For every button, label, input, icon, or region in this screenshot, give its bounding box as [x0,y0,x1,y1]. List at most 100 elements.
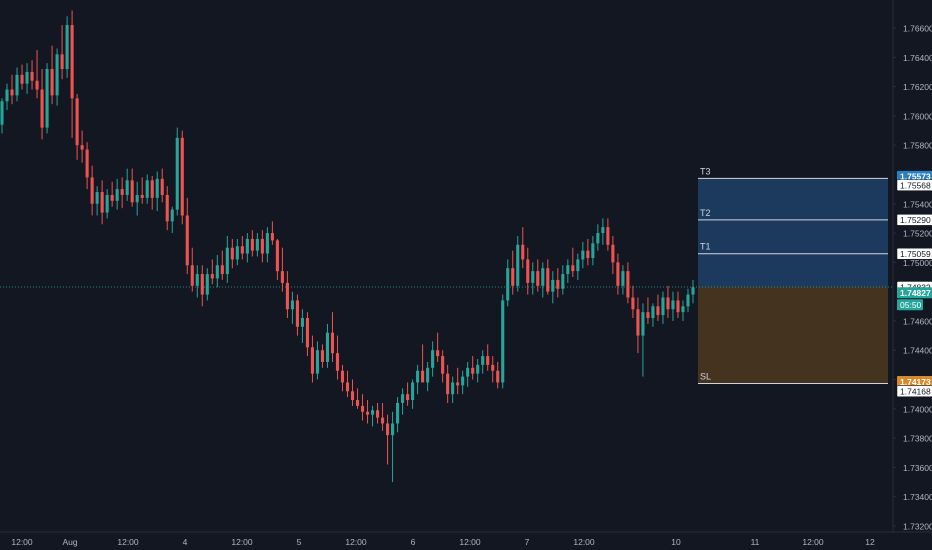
candle-down [70,25,74,99]
candle-up [566,265,570,275]
price-label-sl-box [897,375,932,387]
price-tick-label: 1.74000 [903,404,932,414]
candle-down [646,312,650,319]
price-label-last-box [897,287,932,299]
candle-up [431,350,435,368]
candle-up [15,74,19,96]
level-label-sl: SL [700,371,711,381]
time-tick-label: 12:00 [345,537,367,547]
candle-up [411,382,415,401]
candle-down [611,244,615,263]
candle-up [661,297,665,316]
candle-down [210,274,214,279]
time-tick-label: 12:00 [459,537,481,547]
candle-up [531,271,535,283]
candle-down [586,250,590,258]
candle-up [5,89,9,102]
candle-up [290,300,294,310]
price-tick-label: 1.76400 [903,53,932,63]
countdown-label: 05:50 [900,300,922,310]
candle-up [396,402,400,424]
candle-up [235,246,239,260]
candle-up [315,350,320,374]
price-tick-label: 1.73800 [903,434,932,444]
candle-down [636,309,640,336]
candle-down [471,367,475,374]
candle-up [596,233,600,244]
candle-down [110,194,114,201]
candle-up [65,25,69,70]
candle-down [320,350,325,362]
candle-down [285,282,289,310]
candle-up [95,192,99,204]
time-tick-label: Aug [62,537,77,547]
candle-up [401,394,405,403]
candle-down [305,318,309,348]
price-tick-label: 1.73600 [903,463,932,473]
candle-up [125,180,129,195]
candle-down [85,149,89,178]
candle-down [421,370,425,383]
candle-up [461,376,465,386]
candle-down [35,80,39,90]
zone-target[interactable] [698,178,888,287]
candle-down [571,265,575,272]
time-axis[interactable]: 12:00 Aug 12:00 4 12:00 5 12:00 6 12:00 7 12:00 10 1… [11,537,875,547]
candle-up [145,180,149,198]
candle-up [686,294,690,307]
price-label-t3_low: 1.75568 [900,180,931,190]
candle-down [220,265,224,275]
candle-down [406,394,410,401]
price-tick-label: 1.76000 [903,111,932,121]
candle-down [120,189,124,195]
candle-up [255,238,259,251]
candle-down [180,137,184,216]
candle-down [80,145,84,150]
candle-down [656,306,660,316]
zone-stop[interactable] [698,286,888,384]
candle-up [681,306,685,313]
candle-down [280,271,284,283]
candle-up [641,312,645,336]
candle-up [175,137,179,210]
candle-up [581,250,585,260]
time-tick-label: 12 [865,537,875,547]
price-label-t1: 1.75059 [900,249,931,259]
candle-up [391,423,395,436]
candle-up [170,209,174,222]
candle-down [521,244,525,260]
countdown-box [897,299,923,311]
candle-up [115,189,119,201]
candle-down [90,177,94,204]
price-tick-label: 1.74400 [903,346,932,356]
candle-down [446,373,450,395]
candle-down [536,271,540,286]
price-label-t2: 1.75290 [900,215,931,225]
candle-down [496,370,500,383]
candle-up [225,247,229,275]
candle-down [386,423,390,436]
price-label-t3_low-box [896,179,932,191]
price-tick-label: 1.75200 [903,229,932,239]
candle-down [130,180,134,203]
time-tick-label: 4 [183,537,188,547]
time-tick-label: 12:00 [11,537,33,547]
candle-down [50,69,54,96]
candle-down [190,265,194,286]
candle-down [335,353,340,371]
candle-up [300,318,304,327]
candle-down [456,382,460,386]
time-tick-label: 12:00 [573,537,595,547]
candle-up [205,274,209,295]
price-tick-label: 1.76600 [903,24,932,34]
candle-up [265,233,269,254]
candle-up [451,382,455,395]
price-tick-label: 1.73200 [903,522,932,532]
price-axis[interactable]: 1.76600 1.76400 1.76200 1.76000 1.75800 1.754… [893,24,932,532]
candle-up [215,265,219,279]
time-tick-label: 6 [411,537,416,547]
candle-down [330,332,335,354]
time-tick-label: 11 [751,537,760,547]
price-label-sl: 1.74173 [900,377,931,387]
